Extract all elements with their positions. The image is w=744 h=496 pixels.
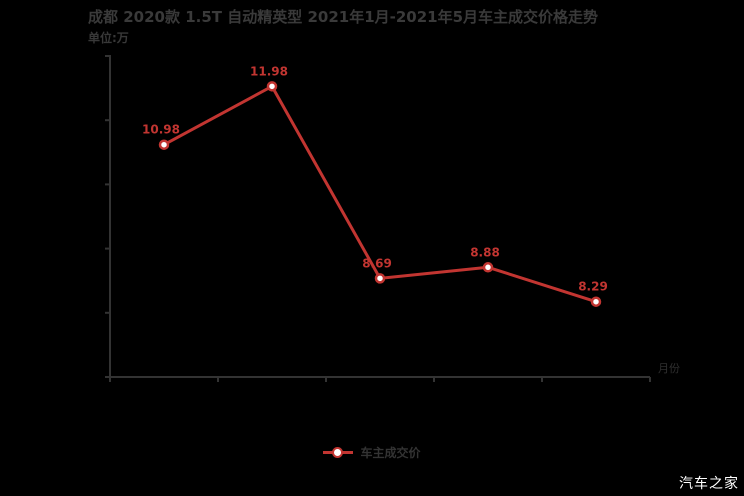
data-point[interactable] <box>266 81 278 92</box>
data-point-label: 11.98 <box>250 64 288 78</box>
data-point-label: 8.69 <box>362 256 392 270</box>
legend-circle-marker <box>332 447 344 458</box>
legend-line-circle-icon <box>323 446 354 459</box>
data-point[interactable] <box>374 273 386 284</box>
data-point[interactable] <box>590 296 602 307</box>
line-chart-canvas: 月份 10.98 11.98 8.69 8.88 8.29 <box>105 55 680 382</box>
data-point[interactable] <box>482 262 494 273</box>
y-axis-unit-label: 单位:万 <box>88 31 129 45</box>
legend-item-series[interactable]: 车主成交价 <box>0 444 744 461</box>
data-point-label: 10.98 <box>142 123 180 137</box>
legend-label: 车主成交价 <box>360 446 421 460</box>
data-point-label: 8.88 <box>470 245 500 259</box>
watermark-autohome: 汽车之家 <box>679 476 739 492</box>
data-point-label: 8.29 <box>578 280 608 294</box>
chart-title: 成都 2020款 1.5T 自动精英型 2021年1月-2021年5月车主成交价… <box>88 8 599 26</box>
data-point[interactable] <box>158 139 170 150</box>
x-axis-name-label: 月份 <box>658 362 680 375</box>
